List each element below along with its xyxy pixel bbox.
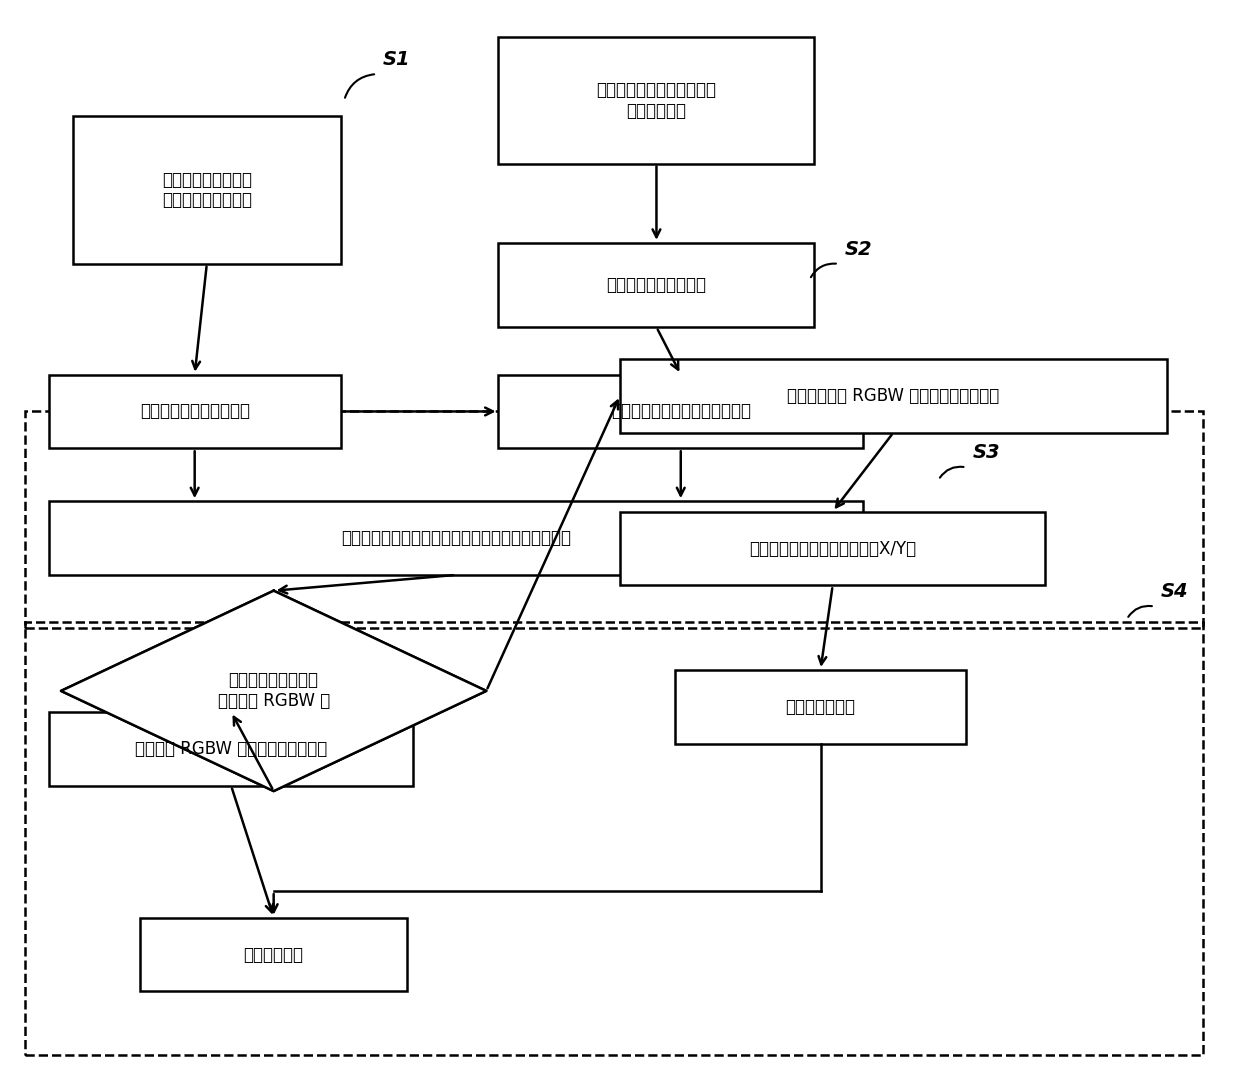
Text: 截取检测视频的分段截图: 截取检测视频的分段截图: [140, 402, 249, 421]
Text: S1: S1: [383, 49, 410, 69]
FancyBboxPatch shape: [498, 38, 815, 164]
FancyBboxPatch shape: [675, 669, 966, 744]
FancyBboxPatch shape: [620, 511, 1045, 585]
Text: 智能比对两个画面的
像素点的 RGBW 值: 智能比对两个画面的 像素点的 RGBW 值: [217, 671, 330, 710]
FancyBboxPatch shape: [48, 374, 341, 449]
Polygon shape: [61, 591, 486, 791]
Text: 实际视频进行等时高频截取画面: 实际视频进行等时高频截取画面: [611, 402, 750, 421]
Text: 得到实际播放视频文件: 得到实际播放视频文件: [606, 275, 707, 294]
Text: 计算此处像素点的像素坐标（X/Y）: 计算此处像素点的像素坐标（X/Y）: [749, 539, 916, 557]
FancyBboxPatch shape: [498, 243, 815, 327]
FancyBboxPatch shape: [73, 116, 341, 264]
Text: S3: S3: [972, 443, 999, 462]
FancyBboxPatch shape: [498, 374, 863, 449]
FancyBboxPatch shape: [140, 918, 407, 991]
FancyBboxPatch shape: [620, 358, 1167, 433]
Text: 超清摄像头拍摄建筑屏幕播
放的检测视频: 超清摄像头拍摄建筑屏幕播 放的检测视频: [596, 81, 717, 119]
Text: 播放的检测视频文件
（获取视频源文件）: 播放的检测视频文件 （获取视频源文件）: [162, 171, 252, 210]
Text: 像素点的 RGBW 值在预设差异范围内: 像素点的 RGBW 值在预设差异范围内: [135, 740, 327, 758]
Text: S2: S2: [844, 240, 873, 258]
Text: 灯具监测与维修: 灯具监测与维修: [785, 697, 856, 716]
Text: 灯具正常工作: 灯具正常工作: [244, 946, 304, 963]
Text: S4: S4: [1161, 582, 1188, 601]
FancyBboxPatch shape: [48, 501, 863, 575]
Text: 计算图片实际偏差，获取最可靠的实际视频文件画面: 计算图片实际偏差，获取最可靠的实际视频文件画面: [341, 529, 570, 547]
FancyBboxPatch shape: [48, 712, 413, 785]
Text: 某处像素点的 RGBW 值在预设差异范围外: 某处像素点的 RGBW 值在预设差异范围外: [787, 386, 999, 405]
